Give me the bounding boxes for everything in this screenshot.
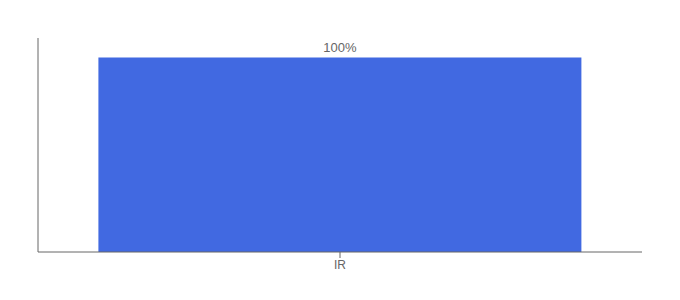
svg-text:IR: IR: [334, 258, 346, 272]
svg-text:100%: 100%: [323, 40, 357, 55]
